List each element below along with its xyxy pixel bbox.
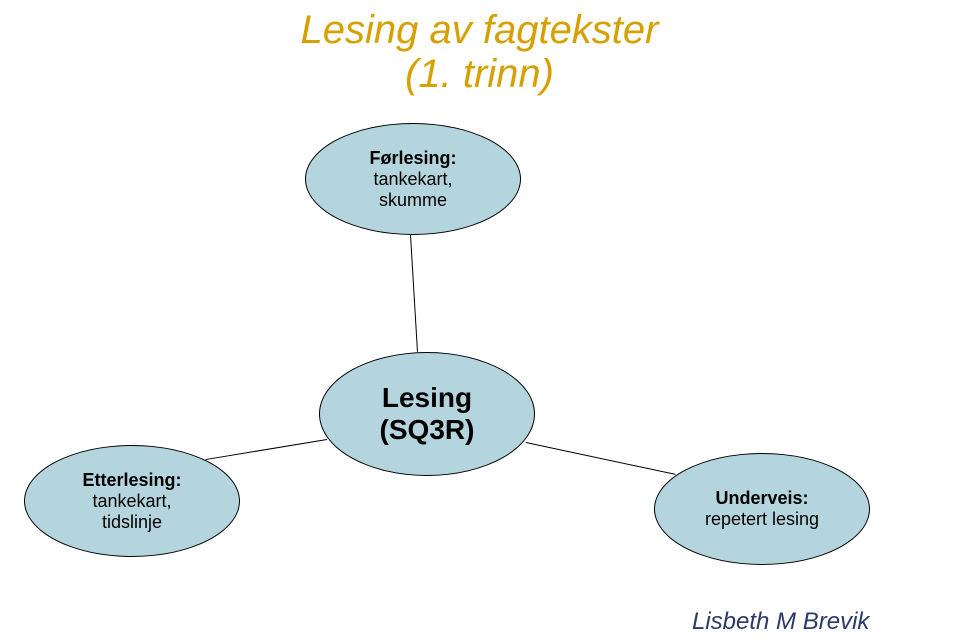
- node-etterlesing-text2: tidslinje: [102, 512, 162, 533]
- node-underveis-heading: Underveis:: [715, 488, 808, 509]
- node-underveis-text1: repetert lesing: [705, 509, 819, 530]
- node-forlesing: Førlesing: tankekart, skumme: [305, 123, 521, 235]
- connector-line: [206, 439, 327, 460]
- page-title-line1: Lesing av fagtekster: [0, 8, 959, 53]
- node-forlesing-text1: tankekart,: [373, 169, 452, 190]
- node-forlesing-text2: skumme: [379, 190, 447, 211]
- node-etterlesing: Etterlesing: tankekart, tidslinje: [24, 445, 240, 557]
- node-etterlesing-heading: Etterlesing:: [82, 470, 181, 491]
- node-underveis: Underveis: repetert lesing: [654, 453, 870, 565]
- node-etterlesing-text1: tankekart,: [92, 491, 171, 512]
- page-title-line2: (1. trinn): [0, 52, 959, 97]
- node-lesing-line2: (SQ3R): [380, 414, 475, 446]
- node-lesing: Lesing (SQ3R): [319, 352, 535, 476]
- node-lesing-line1: Lesing: [382, 382, 472, 414]
- footer-credit: Lisbeth M Brevik: [692, 608, 869, 636]
- node-forlesing-heading: Førlesing:: [369, 148, 456, 169]
- connector-line: [410, 235, 418, 352]
- connector-line: [526, 442, 676, 475]
